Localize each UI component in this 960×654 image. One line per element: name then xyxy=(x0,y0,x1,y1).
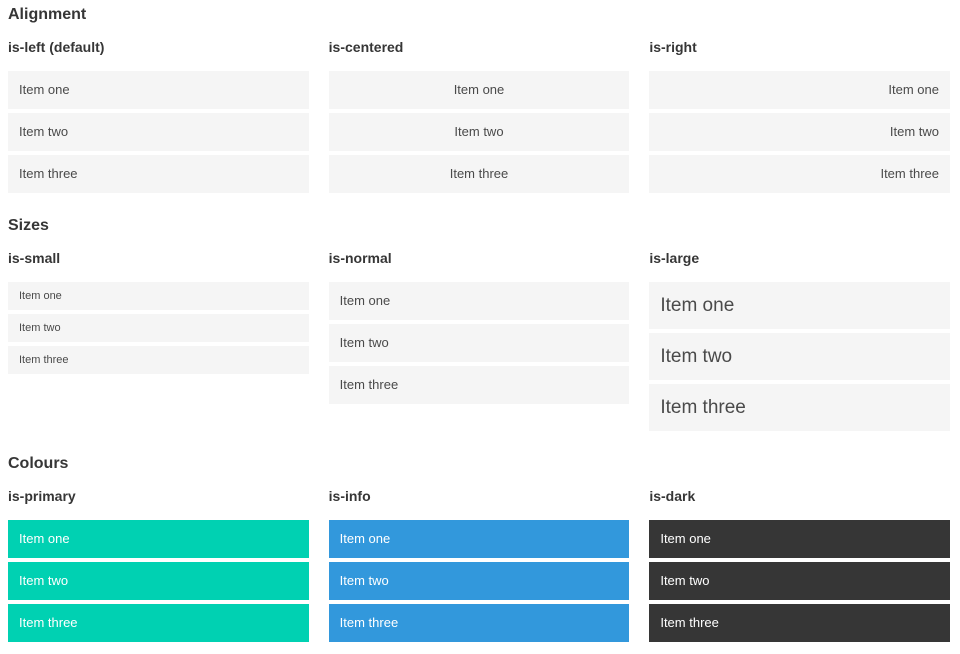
list-item: Item one xyxy=(8,71,309,109)
section-columns: is-left (default) Item one Item two Item… xyxy=(8,38,950,193)
list-item: Item three xyxy=(8,155,309,193)
column-is-large: is-large Item one Item two Item three xyxy=(649,249,950,431)
list-item: Item two xyxy=(328,113,630,151)
column-label: is-right xyxy=(649,39,697,55)
column-is-primary: is-primary Item one Item two Item three xyxy=(8,487,309,642)
item-list: Item one Item two Item three xyxy=(328,520,630,642)
column-is-centered: is-centered Item one Item two Item three xyxy=(328,38,630,193)
item-list: Item one Item two Item three xyxy=(8,71,309,193)
section-columns: is-small Item one Item two Item three is… xyxy=(8,249,950,431)
list-item: Item three xyxy=(649,384,950,431)
list-item: Item three xyxy=(8,604,309,642)
column-is-right: is-right Item one Item two Item three xyxy=(649,38,950,193)
list-item: Item one xyxy=(649,282,950,329)
list-item: Item two xyxy=(328,324,630,362)
list-item: Item three xyxy=(8,346,309,374)
list-item: Item one xyxy=(328,520,630,558)
list-item: Item two xyxy=(8,314,309,342)
column-label: is-small xyxy=(8,250,61,266)
list-item: Item two xyxy=(8,113,309,151)
item-list: Item one Item two Item three xyxy=(649,71,950,193)
item-list: Item one Item two Item three xyxy=(328,282,630,404)
section-columns: is-primary Item one Item two Item three … xyxy=(8,487,950,642)
list-item: Item three xyxy=(649,155,950,193)
list-item: Item two xyxy=(649,333,950,380)
list-item: Item one xyxy=(649,520,950,558)
column-is-normal: is-normal Item one Item two Item three xyxy=(328,249,630,404)
section-title: Colours xyxy=(8,455,69,472)
list-item: Item two xyxy=(649,562,950,600)
column-is-small: is-small Item one Item two Item three xyxy=(8,249,309,374)
list-item: Item three xyxy=(649,604,950,642)
column-label: is-normal xyxy=(328,250,392,266)
section-colours: Colours is-primary Item one Item two Ite… xyxy=(8,453,950,642)
list-item: Item three xyxy=(328,155,630,193)
list-item: Item two xyxy=(328,562,630,600)
column-label: is-left (default) xyxy=(8,39,105,55)
column-label: is-info xyxy=(328,488,371,504)
column-is-dark: is-dark Item one Item two Item three xyxy=(649,487,950,642)
section-sizes: Sizes is-small Item one Item two Item th… xyxy=(8,215,950,431)
list-item: Item two xyxy=(8,562,309,600)
item-list: Item one Item two Item three xyxy=(649,282,950,431)
column-label: is-primary xyxy=(8,488,76,504)
column-is-info: is-info Item one Item two Item three xyxy=(328,487,630,642)
section-title: Alignment xyxy=(8,6,87,23)
column-label: is-centered xyxy=(328,39,404,55)
list-item: Item one xyxy=(328,71,630,109)
column-label: is-dark xyxy=(649,488,696,504)
item-list: Item one Item two Item three xyxy=(649,520,950,642)
column-label: is-large xyxy=(649,250,700,266)
list-item: Item three xyxy=(328,366,630,404)
list-item: Item one xyxy=(8,520,309,558)
section-title: Sizes xyxy=(8,217,49,234)
section-alignment: Alignment is-left (default) Item one Ite… xyxy=(8,4,950,193)
list-item: Item two xyxy=(649,113,950,151)
list-item: Item one xyxy=(328,282,630,320)
item-list: Item one Item two Item three xyxy=(8,520,309,642)
list-item: Item three xyxy=(328,604,630,642)
column-is-left-default: is-left (default) Item one Item two Item… xyxy=(8,38,309,193)
list-item: Item one xyxy=(8,282,309,310)
item-list: Item one Item two Item three xyxy=(8,282,309,374)
item-list: Item one Item two Item three xyxy=(328,71,630,193)
list-item: Item one xyxy=(649,71,950,109)
